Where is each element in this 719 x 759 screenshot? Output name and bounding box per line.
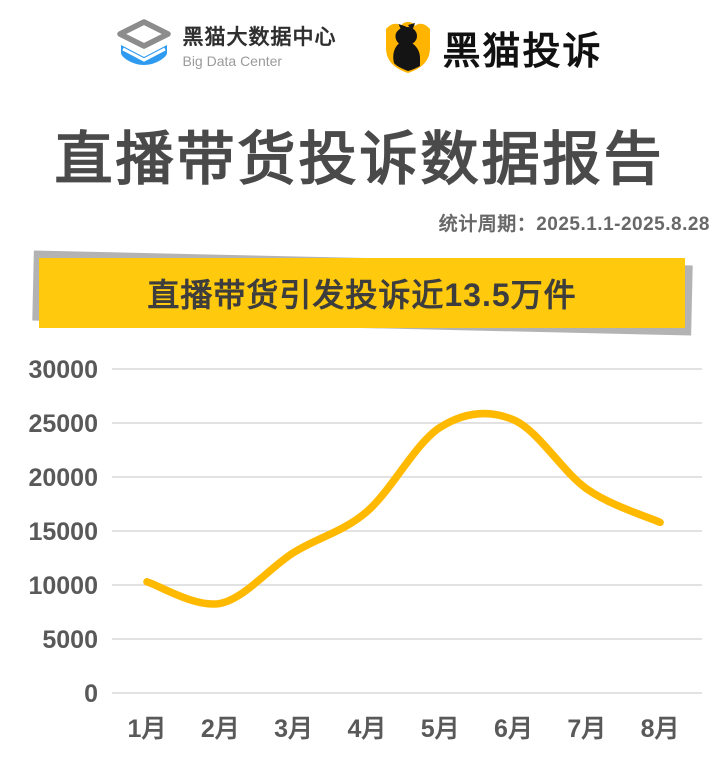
headline-banner: 直播带货引发投诉近13.5万件 bbox=[31, 250, 693, 336]
x-tick-label: 8月 bbox=[641, 715, 680, 743]
x-tick-label: 5月 bbox=[421, 715, 460, 743]
big-data-center-logo: 黑猫大数据中心 Big Data Center bbox=[116, 18, 336, 77]
banner-text: 直播带货引发投诉近13.5万件 bbox=[147, 277, 577, 313]
header: 黑猫大数据中心 Big Data Center 黑猫投诉 bbox=[0, 16, 719, 79]
y-tick-label: 20000 bbox=[28, 464, 98, 492]
black-cat-shield-icon bbox=[382, 16, 434, 79]
data-stack-icon bbox=[116, 18, 172, 77]
statistics-period: 统计周期：2025.1.1-2025.8.28 bbox=[438, 214, 710, 235]
y-tick-label: 5000 bbox=[42, 626, 98, 654]
x-tick-label: 7月 bbox=[567, 715, 606, 743]
complaints-trend-line bbox=[143, 409, 664, 608]
x-tick-label: 6月 bbox=[494, 715, 533, 743]
y-tick-label: 0 bbox=[84, 680, 98, 708]
logo-text-en: Big Data Center bbox=[182, 52, 283, 69]
banner-face: 直播带货引发投诉近13.5万件 bbox=[39, 258, 685, 328]
logo-text-cn: 黑猫大数据中心 bbox=[182, 26, 337, 50]
heimao-tousu-logo-text: 黑猫投诉 bbox=[442, 31, 603, 73]
x-tick-label: 3月 bbox=[274, 715, 313, 743]
big-data-center-logo-text: 黑猫大数据中心 Big Data Center bbox=[182, 26, 336, 68]
heimao-tousu-logo: 黑猫投诉 bbox=[382, 16, 602, 79]
complaints-line-chart: 0 5000 10000 15000 20000 25000 30000 1月 2月 3月 4月 5月… bbox=[28, 356, 702, 743]
x-tick-label: 4月 bbox=[347, 715, 386, 743]
x-tick-label: 2月 bbox=[201, 715, 240, 743]
page-title: 直播带货投诉数据报告 bbox=[54, 127, 665, 192]
y-tick-label: 30000 bbox=[28, 356, 98, 384]
y-tick-label: 25000 bbox=[28, 410, 98, 438]
y-tick-label: 10000 bbox=[28, 572, 98, 600]
x-tick-label: 1月 bbox=[128, 715, 167, 743]
y-tick-label: 15000 bbox=[28, 518, 98, 546]
